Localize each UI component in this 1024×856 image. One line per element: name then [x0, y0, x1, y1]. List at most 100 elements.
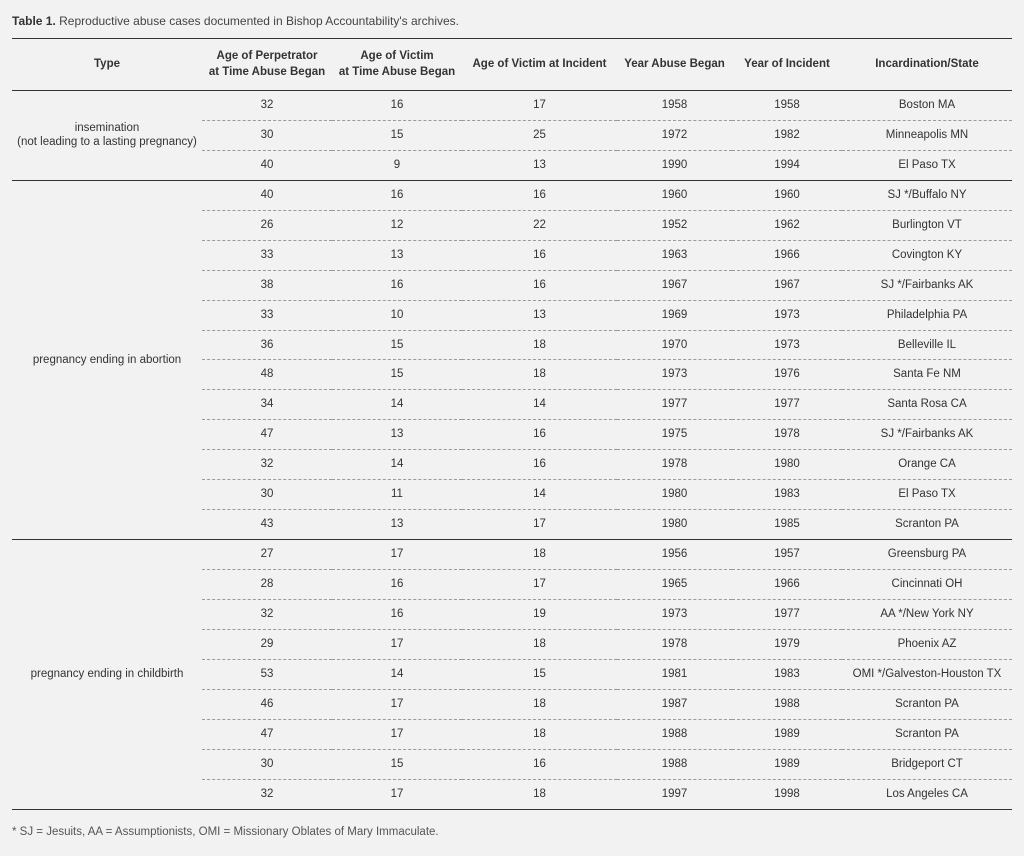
cell-location: El Paso TX [842, 480, 1012, 510]
cell-victim_age_inc: 15 [462, 659, 617, 689]
cell-perp_age: 29 [202, 629, 332, 659]
cell-location: SJ */Fairbanks AK [842, 420, 1012, 450]
cell-year_began: 1990 [617, 150, 732, 180]
cell-perp_age: 34 [202, 390, 332, 420]
cell-location: Covington KY [842, 240, 1012, 270]
cell-year_incident: 1966 [732, 570, 842, 600]
cell-year_incident: 1983 [732, 659, 842, 689]
table-caption: Table 1. Reproductive abuse cases docume… [12, 14, 1012, 28]
cell-year_began: 1972 [617, 120, 732, 150]
cell-year_incident: 1989 [732, 719, 842, 749]
cell-victim_age: 16 [332, 570, 462, 600]
cell-year_incident: 1994 [732, 150, 842, 180]
column-header: Type [12, 39, 202, 91]
cell-location: Boston MA [842, 91, 1012, 121]
cell-perp_age: 32 [202, 91, 332, 121]
cell-year_incident: 1957 [732, 540, 842, 570]
cell-year_incident: 1989 [732, 749, 842, 779]
cell-victim_age: 15 [332, 360, 462, 390]
cell-victim_age_inc: 18 [462, 540, 617, 570]
cell-perp_age: 38 [202, 270, 332, 300]
cell-perp_age: 32 [202, 599, 332, 629]
cell-perp_age: 36 [202, 330, 332, 360]
cell-location: Greensburg PA [842, 540, 1012, 570]
column-header: Age of Victim at Incident [462, 39, 617, 91]
cell-location: Orange CA [842, 450, 1012, 480]
column-header: Age of Perpetratorat Time Abuse Began [202, 39, 332, 91]
cell-victim_age: 17 [332, 629, 462, 659]
cell-location: El Paso TX [842, 150, 1012, 180]
cell-year_began: 1965 [617, 570, 732, 600]
cell-year_incident: 1985 [732, 510, 842, 540]
cell-year_began: 1973 [617, 360, 732, 390]
cell-year_incident: 1978 [732, 420, 842, 450]
column-header: Age of Victimat Time Abuse Began [332, 39, 462, 91]
cell-victim_age_inc: 18 [462, 330, 617, 360]
cell-year_incident: 1998 [732, 779, 842, 809]
cell-location: Bridgeport CT [842, 749, 1012, 779]
cell-year_incident: 1983 [732, 480, 842, 510]
table-header: TypeAge of Perpetratorat Time Abuse Bega… [12, 39, 1012, 91]
cell-victim_age_inc: 18 [462, 629, 617, 659]
cell-year_began: 1967 [617, 270, 732, 300]
cell-perp_age: 40 [202, 180, 332, 210]
cell-year_began: 1969 [617, 300, 732, 330]
cell-location: Phoenix AZ [842, 629, 1012, 659]
cell-location: Philadelphia PA [842, 300, 1012, 330]
cell-perp_age: 28 [202, 570, 332, 600]
cell-perp_age: 48 [202, 360, 332, 390]
cell-perp_age: 53 [202, 659, 332, 689]
cell-year_incident: 1962 [732, 210, 842, 240]
cell-victim_age: 15 [332, 330, 462, 360]
type-cell: pregnancy ending in childbirth [12, 540, 202, 809]
cell-victim_age_inc: 18 [462, 689, 617, 719]
type-cell: insemination(not leading to a lasting pr… [12, 91, 202, 181]
cell-perp_age: 46 [202, 689, 332, 719]
cell-perp_age: 33 [202, 240, 332, 270]
cell-victim_age: 16 [332, 91, 462, 121]
cell-year_began: 1987 [617, 689, 732, 719]
cell-year_began: 1978 [617, 629, 732, 659]
cell-victim_age: 13 [332, 240, 462, 270]
table-row: insemination(not leading to a lasting pr… [12, 91, 1012, 121]
cell-location: Scranton PA [842, 510, 1012, 540]
cell-victim_age: 17 [332, 689, 462, 719]
cell-victim_age: 17 [332, 719, 462, 749]
table-footnote: * SJ = Jesuits, AA = Assumptionists, OMI… [12, 826, 1012, 838]
cell-location: OMI */Galveston-Houston TX [842, 659, 1012, 689]
cell-victim_age: 13 [332, 420, 462, 450]
cell-victim_age_inc: 16 [462, 749, 617, 779]
cell-perp_age: 30 [202, 120, 332, 150]
cell-year_began: 1963 [617, 240, 732, 270]
cell-victim_age_inc: 16 [462, 180, 617, 210]
cell-location: AA */New York NY [842, 599, 1012, 629]
table-row: pregnancy ending in childbirth2717181956… [12, 540, 1012, 570]
cell-perp_age: 33 [202, 300, 332, 330]
cell-victim_age_inc: 13 [462, 150, 617, 180]
cell-location: Scranton PA [842, 719, 1012, 749]
cell-perp_age: 26 [202, 210, 332, 240]
cell-location: Santa Rosa CA [842, 390, 1012, 420]
cell-year_incident: 1980 [732, 450, 842, 480]
cell-year_began: 1952 [617, 210, 732, 240]
cell-perp_age: 27 [202, 540, 332, 570]
cell-perp_age: 32 [202, 450, 332, 480]
cell-year_began: 1975 [617, 420, 732, 450]
cell-year_incident: 1982 [732, 120, 842, 150]
cell-year_began: 1956 [617, 540, 732, 570]
cell-victim_age: 15 [332, 749, 462, 779]
cell-location: Belleville IL [842, 330, 1012, 360]
cell-victim_age_inc: 16 [462, 420, 617, 450]
cell-victim_age: 15 [332, 120, 462, 150]
cell-victim_age_inc: 14 [462, 390, 617, 420]
column-header: Incardination/State [842, 39, 1012, 91]
table-caption-text: Reproductive abuse cases documented in B… [59, 14, 459, 28]
cell-victim_age: 16 [332, 270, 462, 300]
cell-victim_age_inc: 17 [462, 91, 617, 121]
cell-year_began: 1981 [617, 659, 732, 689]
table-body: insemination(not leading to a lasting pr… [12, 91, 1012, 810]
cell-year_incident: 1977 [732, 599, 842, 629]
cell-victim_age: 17 [332, 779, 462, 809]
table-caption-label: Table 1. [12, 14, 56, 28]
cell-victim_age_inc: 25 [462, 120, 617, 150]
